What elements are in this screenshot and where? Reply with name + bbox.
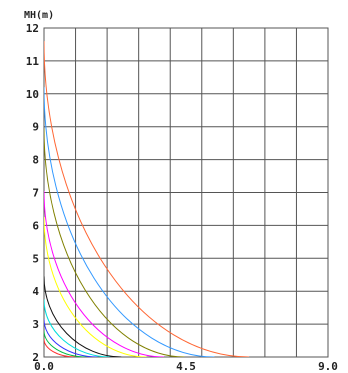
series-line-5 [44,217,147,357]
series-line-8 [44,87,215,357]
series-line-9 [44,41,250,357]
x-tick-label-1: 4.5 [176,360,196,373]
series-line-0 [44,338,76,357]
x-tick-label-0: 0.0 [34,360,54,373]
series-line-7 [44,128,185,357]
y-tick-label-7: 9 [32,121,39,134]
contour-lines [44,41,250,357]
y-tick-label-8: 10 [26,88,39,101]
y-tick-label-10: 12 [26,22,39,35]
y-tick-label-1: 3 [32,318,39,331]
y-axis-title: MH(m) [24,10,54,21]
y-tick-label-3: 5 [32,252,39,265]
series-line-6 [44,190,164,357]
series-line-4 [44,276,122,357]
grid [43,27,329,358]
series-line-1 [44,330,87,357]
y-tick-label-5: 7 [32,187,39,200]
y-tick-label-2: 4 [32,285,39,298]
y-tick-label-6: 8 [32,154,39,167]
y-tick-label-4: 6 [32,219,39,232]
y-tick-label-0: 2 [32,351,39,364]
x-tick-label-2: 9.0 [318,360,338,373]
series-line-3 [44,299,111,357]
y-tick-label-9: 11 [26,55,40,68]
series-line-2 [44,319,98,357]
axes: 2 3 4 5 6 7 8 9 10 11 12 0.0 4.5 9.0 [26,22,338,373]
